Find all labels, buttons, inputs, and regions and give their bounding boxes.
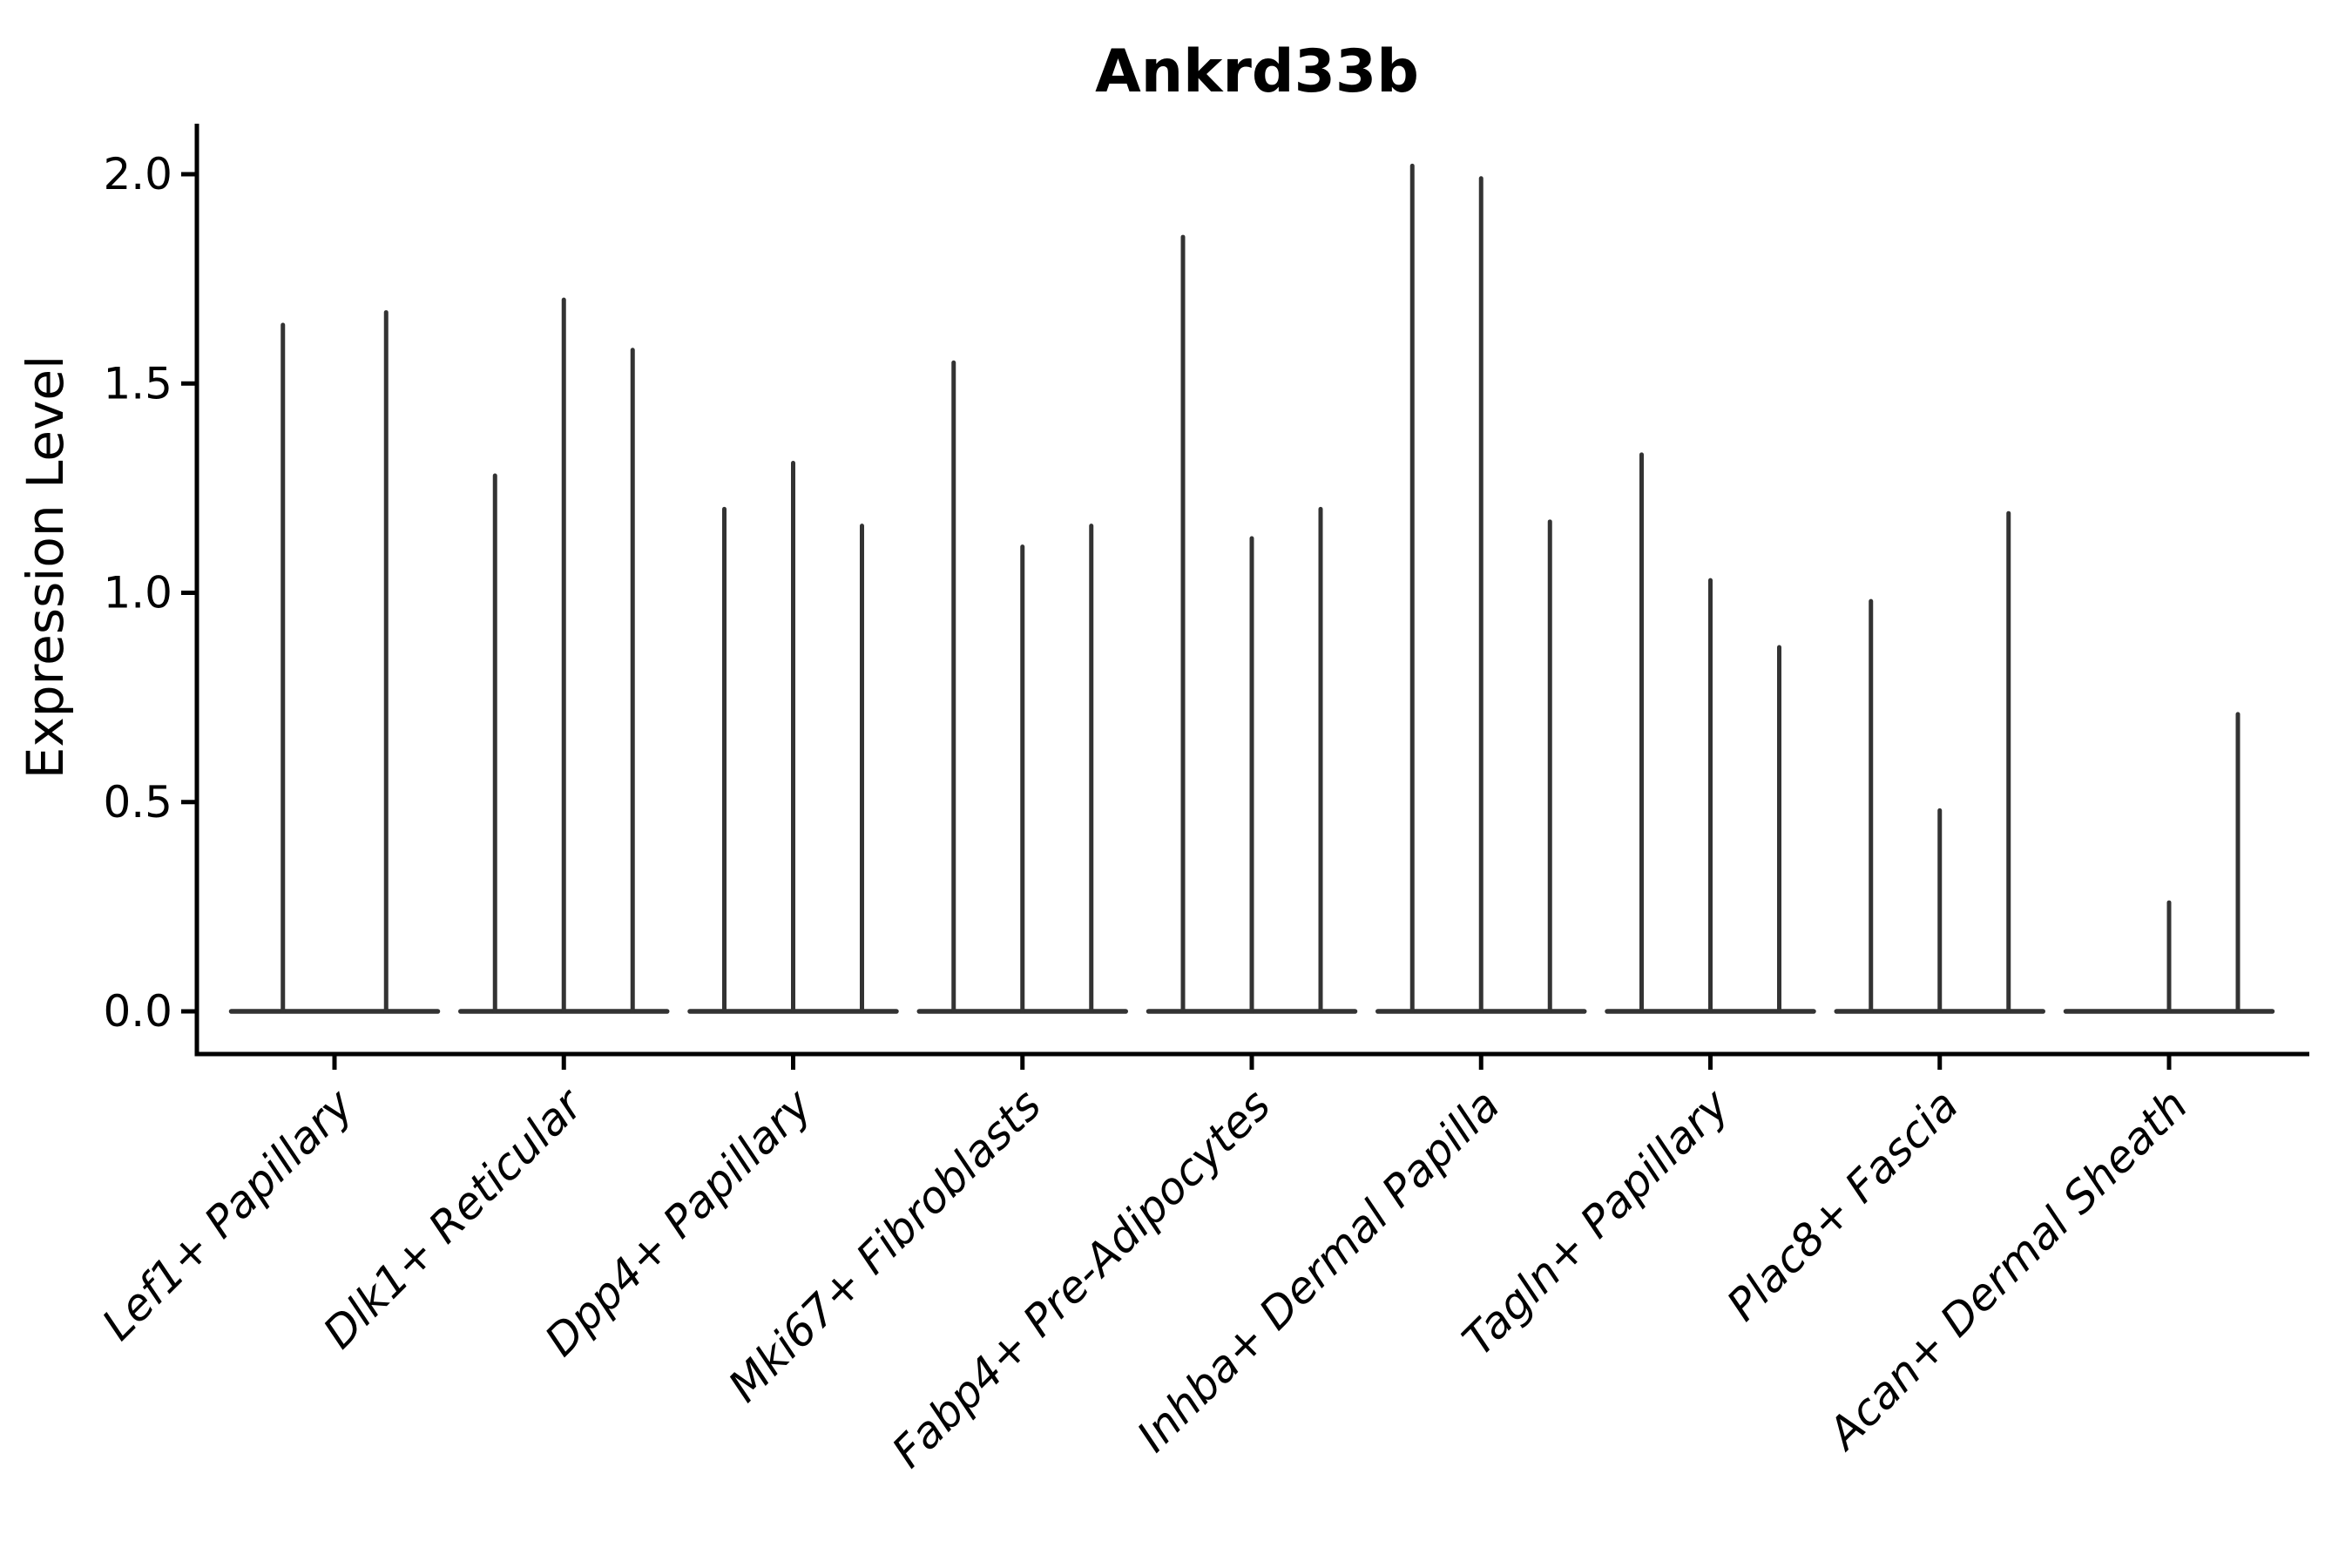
violin-group [228, 310, 441, 1014]
y-axis-label: Expression Level [16, 355, 75, 779]
violins-layer [228, 163, 2275, 1014]
violin-group [1146, 234, 1358, 1014]
y-axis-ticks: 0.0 0.5 1.0 1.5 2.0 [103, 149, 197, 1037]
y-tick-label: 0.0 [103, 986, 172, 1037]
chart-title: Ankrd33b [1095, 37, 1419, 106]
violin-group [1375, 163, 1587, 1014]
violin-group [1605, 452, 1816, 1014]
y-tick-label: 1.5 [103, 358, 172, 409]
y-tick-label: 2.0 [103, 149, 172, 199]
violin-group [916, 360, 1128, 1014]
violin-group [687, 461, 899, 1014]
y-tick-label: 0.5 [103, 777, 172, 828]
violin-group [2063, 712, 2275, 1014]
violin-group [1834, 510, 2045, 1014]
violin-group [458, 297, 670, 1014]
y-tick-label: 1.0 [103, 568, 172, 618]
